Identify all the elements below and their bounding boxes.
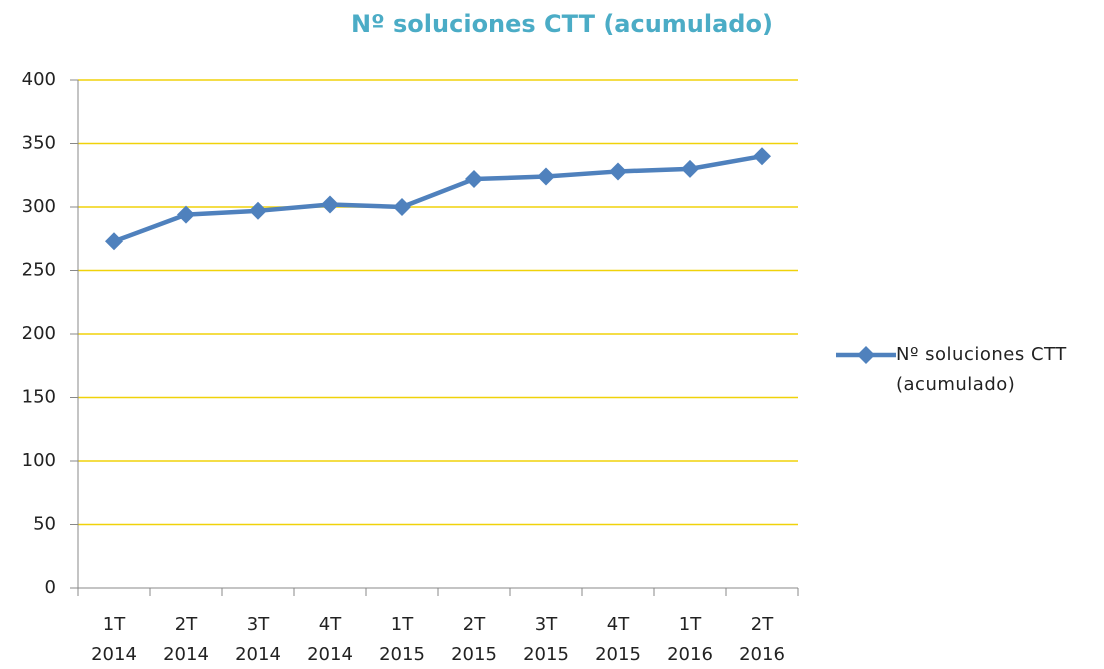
chart-title: Nº soluciones CTT (acumulado) xyxy=(351,10,773,38)
data-point xyxy=(249,201,267,220)
x-tick-label: 3T 2014 xyxy=(235,614,281,665)
data-point xyxy=(537,167,555,186)
y-tick-label: 400 xyxy=(22,69,56,90)
x-tick-label: 4T 2015 xyxy=(595,614,641,665)
legend-marker xyxy=(857,346,875,364)
data-point xyxy=(465,170,483,189)
series-line xyxy=(113,153,763,244)
y-tick-label: 250 xyxy=(22,260,56,281)
legend-label: Nº soluciones CTT (acumulado) xyxy=(896,344,1067,395)
y-tick-label: 100 xyxy=(22,450,56,471)
data-point xyxy=(321,195,339,214)
x-tick-label: 3T 2015 xyxy=(523,614,569,665)
data-point xyxy=(681,159,699,178)
data-point xyxy=(105,232,123,251)
y-tick-label: 200 xyxy=(22,323,56,344)
x-tick-label: 2T 2015 xyxy=(451,614,497,665)
y-tick-label: 300 xyxy=(22,196,56,217)
x-tick-label: 1T 2014 xyxy=(91,614,137,665)
x-tick-label: 4T 2014 xyxy=(307,614,353,665)
y-tick-label: 150 xyxy=(22,387,56,408)
data-point xyxy=(177,205,195,224)
data-point xyxy=(609,162,627,181)
y-tick-label: 350 xyxy=(22,133,56,154)
x-tick-label: 2T 2016 xyxy=(739,614,785,665)
x-tick-label: 2T 2014 xyxy=(163,614,209,665)
data-point xyxy=(393,198,411,216)
x-tick-label: 1T 2015 xyxy=(379,614,425,665)
y-tick-label: 0 xyxy=(45,577,56,598)
data-point xyxy=(753,147,771,166)
x-tick-label: 1T 2016 xyxy=(667,614,713,665)
y-tick-label: 50 xyxy=(33,514,56,535)
